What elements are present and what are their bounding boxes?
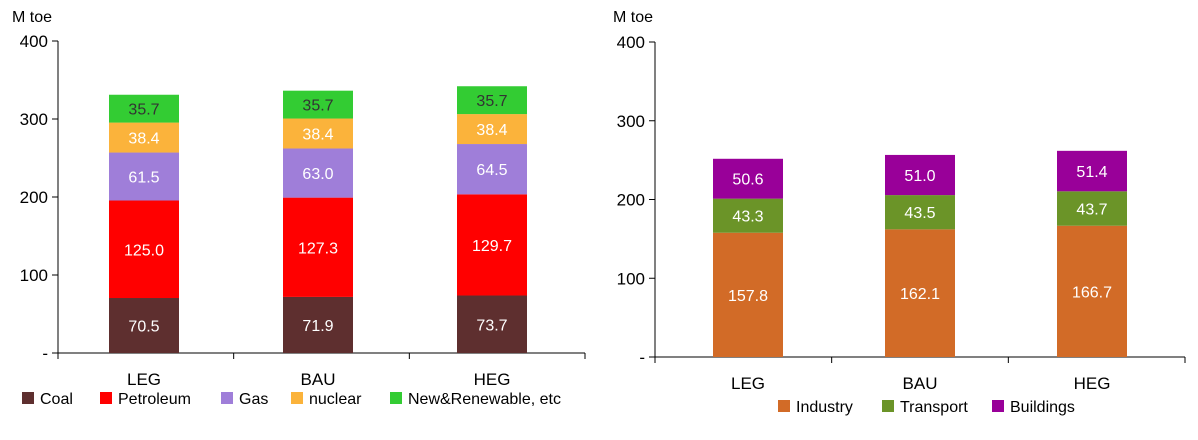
legend-label-transport: Transport [900, 399, 968, 416]
category-label-leg: LEG [127, 370, 161, 389]
bar-transport-heg [1057, 191, 1127, 226]
y-tick-label: 200 [617, 191, 645, 210]
data-label-coal-leg: 70.5 [128, 319, 159, 336]
bar-gas-leg [109, 152, 179, 201]
data-label-petroleum-leg: 125.0 [124, 242, 164, 259]
data-label-petroleum-heg: 129.7 [472, 238, 512, 255]
category-label-bau: BAU [301, 370, 336, 389]
bar-buildings-leg [713, 158, 783, 199]
bar-new-renewable-etc-leg [109, 94, 179, 123]
data-label-petroleum-bau: 127.3 [298, 240, 338, 257]
bar-gas-bau [283, 148, 353, 198]
data-label-buildings-heg: 51.4 [1076, 164, 1107, 181]
bar-nuclear-leg [109, 122, 179, 153]
bar-coal-bau [283, 296, 353, 353]
y-tick-label: 400 [617, 33, 645, 52]
data-label-buildings-bau: 51.0 [904, 168, 935, 185]
unit-label: M toe [613, 9, 653, 26]
bar-coal-leg [109, 298, 179, 353]
bar-gas-heg [457, 144, 527, 195]
data-label-gas-bau: 63.0 [302, 166, 333, 183]
y-tick-label: 400 [20, 32, 48, 51]
bar-buildings-heg [1057, 150, 1127, 192]
bar-coal-heg [457, 295, 527, 353]
bar-petroleum-bau [283, 197, 353, 297]
data-label-transport-heg: 43.7 [1076, 202, 1107, 219]
bar-buildings-bau [885, 154, 955, 196]
data-label-nuclear-leg: 38.4 [128, 131, 159, 148]
data-label-transport-bau: 43.5 [904, 205, 935, 222]
data-label-nuclear-bau: 38.4 [302, 127, 333, 144]
legend-swatch-industry [778, 400, 790, 412]
bar-nuclear-bau [283, 118, 353, 149]
legend-swatch-coal [22, 392, 34, 404]
bar-new-renewable-etc-bau [283, 90, 353, 119]
data-label-industry-bau: 162.1 [900, 286, 940, 303]
category-label-heg: HEG [474, 370, 511, 389]
fuel-mix-chart: M toe - 100 200 300 400 LEG BAU HEG 70.5 125.0 61.5… [12, 9, 586, 408]
bar-industry-leg [713, 232, 783, 357]
legend-label-buildings: Buildings [1010, 399, 1075, 416]
legend-label-coal: Coal [40, 391, 73, 408]
legend-swatch-new-renewable-etc [390, 392, 402, 404]
unit-label: M toe [12, 9, 52, 26]
data-label-new-renewable-etc-leg: 35.7 [128, 102, 159, 119]
data-label-industry-leg: 157.8 [728, 288, 768, 305]
data-label-transport-leg: 43.3 [732, 209, 763, 226]
y-tick-label: - [639, 348, 645, 367]
category-label-bau: BAU [903, 374, 938, 393]
y-tick-label: 300 [617, 112, 645, 131]
data-label-new-renewable-etc-heg: 35.7 [476, 93, 507, 110]
legend-swatch-nuclear [291, 392, 303, 404]
data-label-industry-heg: 166.7 [1072, 284, 1112, 301]
y-tick-label: 300 [20, 110, 48, 129]
legend-swatch-gas [221, 392, 233, 404]
data-label-new-renewable-etc-bau: 35.7 [302, 98, 333, 115]
data-label-coal-heg: 73.7 [476, 317, 507, 334]
bar-new-renewable-etc-heg [457, 86, 527, 115]
data-label-gas-leg: 61.5 [128, 170, 159, 187]
y-tick-label: - [42, 344, 48, 363]
bar-industry-bau [885, 229, 955, 357]
bar-transport-leg [713, 198, 783, 233]
legend-label-petroleum: Petroleum [118, 391, 191, 408]
y-tick-label: 100 [20, 266, 48, 285]
legend-label-nuclear: nuclear [309, 391, 362, 408]
legend-swatch-buildings [992, 400, 1004, 412]
legend-label-new-renewable-etc: New&Renewable, etc [408, 391, 561, 408]
sector-demand-chart: M toe - 100 200 300 400 LEG BAU HEG 157.8 43.3 50.6… [613, 9, 1186, 416]
bar-transport-bau [885, 195, 955, 230]
data-label-coal-bau: 71.9 [302, 318, 333, 335]
bar-nuclear-heg [457, 114, 527, 145]
bar-petroleum-heg [457, 194, 527, 296]
legend-swatch-petroleum [100, 392, 112, 404]
legend-swatch-transport [882, 400, 894, 412]
data-label-nuclear-heg: 38.4 [476, 122, 507, 139]
y-tick-label: 200 [20, 188, 48, 207]
category-label-leg: LEG [731, 374, 765, 393]
category-label-heg: HEG [1074, 374, 1111, 393]
data-label-buildings-leg: 50.6 [732, 172, 763, 189]
legend-label-gas: Gas [239, 391, 268, 408]
y-tick-label: 100 [617, 269, 645, 288]
legend-label-industry: Industry [796, 399, 853, 416]
bar-petroleum-leg [109, 200, 179, 299]
data-label-gas-heg: 64.5 [476, 162, 507, 179]
bar-industry-heg [1057, 225, 1127, 357]
